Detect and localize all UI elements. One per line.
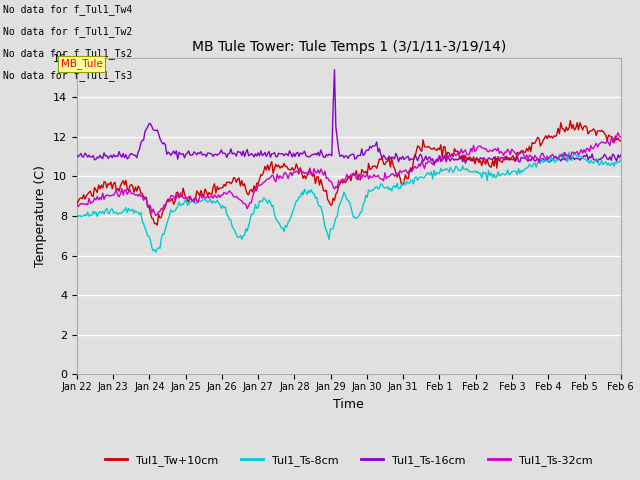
Legend: Tul1_Tw+10cm, Tul1_Ts-8cm, Tul1_Ts-16cm, Tul1_Ts-32cm: Tul1_Tw+10cm, Tul1_Ts-8cm, Tul1_Ts-16cm,… (100, 450, 597, 470)
Y-axis label: Temperature (C): Temperature (C) (35, 165, 47, 267)
Title: MB Tule Tower: Tule Temps 1 (3/1/11-3/19/14): MB Tule Tower: Tule Temps 1 (3/1/11-3/19… (191, 40, 506, 54)
Text: No data for f_Tul1_Tw2: No data for f_Tul1_Tw2 (3, 26, 132, 37)
X-axis label: Time: Time (333, 397, 364, 410)
Text: No data for f_Tul1_Ts2: No data for f_Tul1_Ts2 (3, 48, 132, 59)
Text: No data for f_Tul1_Tw4: No data for f_Tul1_Tw4 (3, 4, 132, 15)
Text: MB_Tule: MB_Tule (61, 58, 102, 69)
Text: No data for f_Tul1_Ts3: No data for f_Tul1_Ts3 (3, 70, 132, 81)
